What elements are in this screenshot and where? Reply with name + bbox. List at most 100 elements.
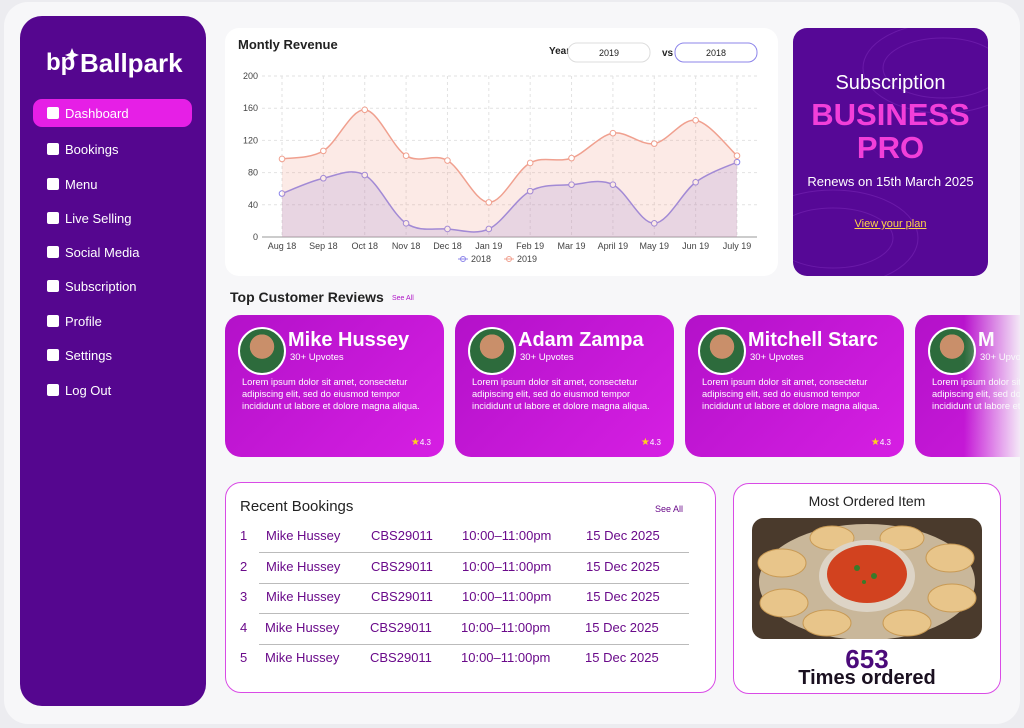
fade <box>964 315 1020 461</box>
see-all[interactable]: See All <box>392 295 414 302</box>
plan-line: PRO <box>856 130 925 165</box>
avatar <box>238 327 286 375</box>
y-tick-label: 80 <box>248 168 258 178</box>
bookings-title: Recent Bookings <box>240 498 354 515</box>
reviews-row: Mike Hussey 30+ Upvotes Lorem ipsum dolor … <box>225 315 1020 461</box>
area <box>282 109 737 237</box>
plan-line: BUSINESS <box>811 97 970 132</box>
booking-cell: CBS29011 <box>371 528 433 543</box>
nav-label[interactable]: Bookings <box>65 141 119 157</box>
nav-label[interactable]: Menu <box>65 176 98 192</box>
subscription-label: Subscription <box>835 72 946 94</box>
nav-label[interactable]: Live Selling <box>65 210 132 226</box>
point <box>361 106 369 114</box>
x-tick-label: Sep 18 <box>309 241 338 251</box>
nav-item[interactable]: Live Selling <box>33 204 192 232</box>
renewal: Renews on 15th March 2025 <box>807 174 974 189</box>
booking-cell: Mike Hussey <box>266 589 341 605</box>
row-divider <box>259 552 689 553</box>
x-tick-label: Dec 18 <box>433 241 462 251</box>
nav-item[interactable]: Social Media <box>33 238 192 266</box>
nav-label[interactable]: Social Media <box>65 244 140 260</box>
review-text: Lorem ipsum dolor sit amet, consectetur … <box>242 377 420 412</box>
point <box>444 157 451 164</box>
x-tick-label: July 19 <box>723 241 752 251</box>
year-value[interactable]: 2019 <box>599 48 619 58</box>
nav-item[interactable]: Settings <box>33 341 192 369</box>
review-card: Adam Zampa 30+ Upvotes Lorem ipsum dolor s… <box>455 315 674 457</box>
nav-item[interactable]: Subscription <box>33 272 192 300</box>
upvotes: 30+ Upvotes <box>520 352 574 363</box>
row-divider <box>259 582 689 584</box>
nav-label[interactable]: Log Out <box>65 382 112 398</box>
booking-cell: 10:00–11:00pm <box>461 619 551 635</box>
booking-cell: CBS29011 <box>370 619 432 635</box>
nav-icon <box>47 349 59 361</box>
x-tick-label: Nov 18 <box>392 241 421 251</box>
see-all[interactable]: See All <box>655 504 684 514</box>
row-divider <box>259 613 689 615</box>
avatar <box>468 327 516 375</box>
point <box>402 220 410 227</box>
star: ★ <box>410 437 420 448</box>
area <box>282 162 737 237</box>
x-tick-label: Aug 18 <box>268 241 297 251</box>
point <box>650 140 658 147</box>
plan-link[interactable]: View your plan <box>854 218 927 230</box>
nav-icon <box>47 143 59 155</box>
row-index: 3 <box>240 589 248 605</box>
upvotes: 30+ Upvotes <box>750 352 804 363</box>
star: ★ <box>640 437 650 448</box>
food-image <box>752 518 982 639</box>
point <box>692 116 699 124</box>
nav-label[interactable]: Dashboard <box>65 105 129 121</box>
star: ★ <box>870 437 880 448</box>
nav-item[interactable]: Bookings <box>33 135 192 163</box>
booking-cell: 15 Dec 2025 <box>586 589 660 605</box>
compare-select[interactable] <box>674 42 758 63</box>
most-ordered-title: Most Ordered Item <box>808 493 926 509</box>
year-select[interactable] <box>567 42 651 63</box>
nav-label[interactable]: Settings <box>65 347 112 363</box>
point <box>692 178 699 186</box>
point <box>568 154 575 162</box>
nav-item[interactable]: Menu <box>33 170 192 198</box>
booking-cell: 15 Dec 2025 <box>585 650 659 666</box>
nav-item[interactable]: Profile <box>33 307 192 335</box>
most-ordered-card: Most Ordered Item 653 Times ordered <box>733 483 1001 694</box>
nav-icon <box>47 212 59 224</box>
legend-label: 2018 <box>471 254 491 264</box>
y-tick-label: 200 <box>243 71 258 81</box>
booking-cell: Mike Hussey <box>266 528 341 543</box>
logo-mark: bp <box>46 48 79 76</box>
nav-label[interactable]: Profile <box>65 313 102 329</box>
booking-cell: Mike Hussey <box>266 558 341 574</box>
vs-label: vs <box>662 48 674 59</box>
nav-label[interactable]: Subscription <box>65 278 137 294</box>
revenue-chart: Montly Revenue Year 2019 vs 2018 0 40 80 12… <box>238 37 758 264</box>
point <box>650 220 658 227</box>
point <box>320 174 327 182</box>
pattern <box>793 28 988 276</box>
review-text: Lorem ipsum dolor sit amet, consectetur … <box>472 377 650 412</box>
nav-icon <box>47 107 59 119</box>
sidebar: bp Ballpark Dashboard Bookings Menu Live Se… <box>20 16 206 706</box>
x-tick-label: Jun 19 <box>682 241 709 251</box>
booking-cell: 15 Dec 2025 <box>586 558 660 574</box>
point <box>609 181 617 188</box>
nav-item[interactable]: Log Out <box>33 376 192 404</box>
point <box>278 155 286 163</box>
review-card: Mitchell Starc 30+ Upvotes Lorem ipsum dol… <box>685 315 904 457</box>
review-card: Mike Hussey 30+ Upvotes Lorem ipsum dolor … <box>225 315 444 457</box>
x-tick-label: May 19 <box>640 241 670 251</box>
rating-value: 4.3 <box>649 438 661 447</box>
rating: ★4.3 <box>411 437 431 448</box>
x-tick-label: April 19 <box>598 241 629 251</box>
point <box>444 225 451 233</box>
booking-cell: 15 Dec 2025 <box>586 528 660 543</box>
nav-item[interactable]: Dashboard <box>33 99 192 127</box>
compare-value[interactable]: 2018 <box>706 48 726 58</box>
revenue-card: Montly Revenue Year 2019 vs 2018 0 40 80 12… <box>225 28 778 276</box>
rating-value: 4.3 <box>879 438 891 447</box>
row-divider <box>259 643 689 645</box>
